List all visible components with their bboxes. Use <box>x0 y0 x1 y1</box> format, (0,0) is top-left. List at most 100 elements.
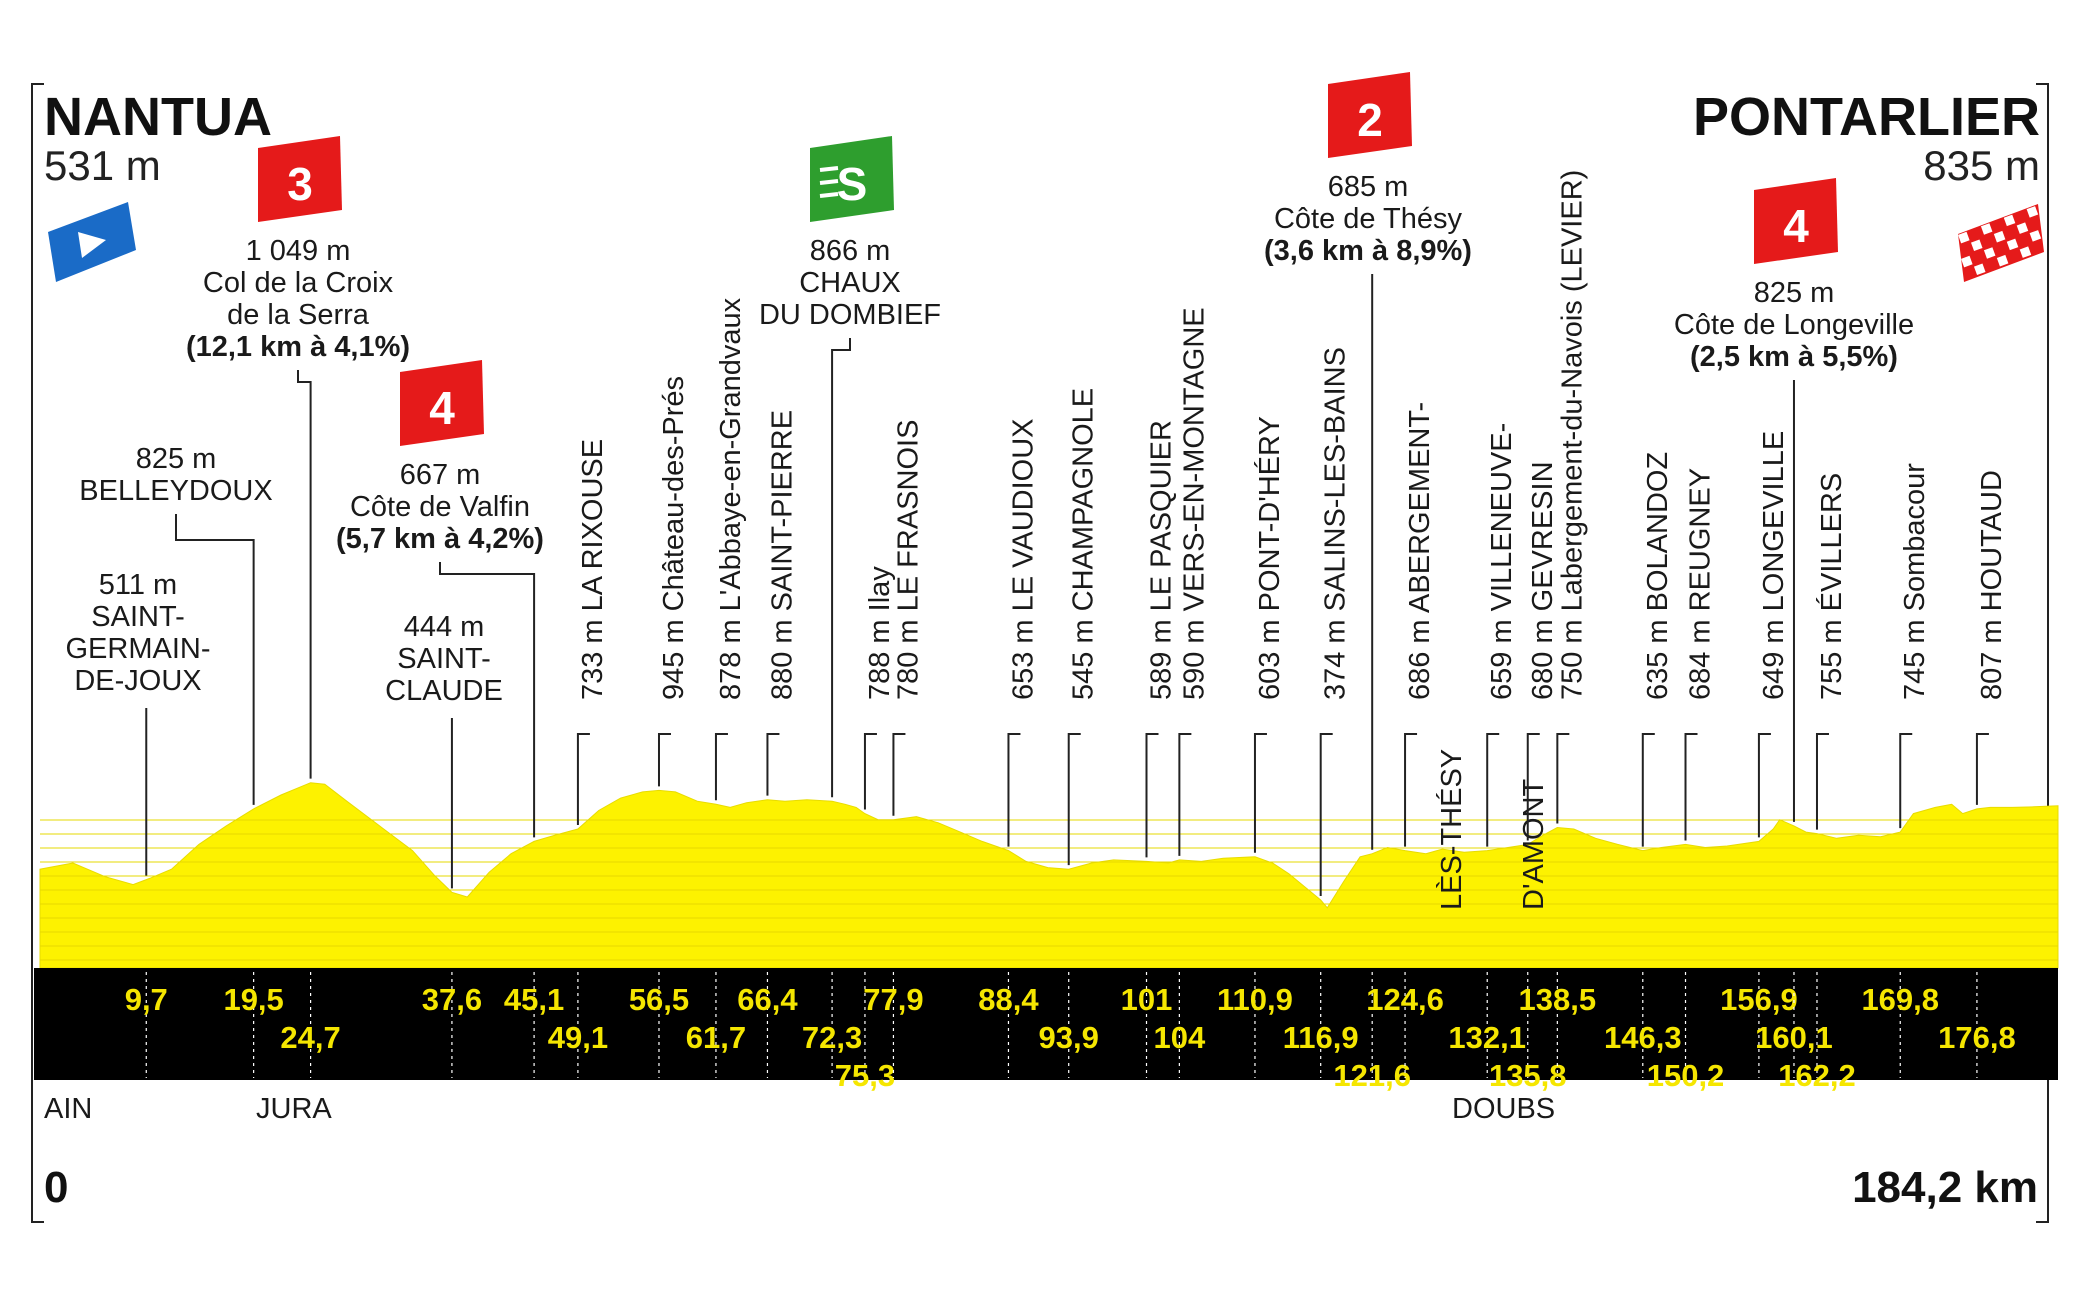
place-markers: 733 m LA RIXOUSE 945 m Château-des-Prés 87… <box>66 170 2008 910</box>
distance-start: 0 <box>44 1163 68 1212</box>
climb-label: 685 m <box>1328 171 1409 203</box>
distance-label: 61,7 <box>686 1020 746 1055</box>
region-labels: AIN JURA DOUBS <box>44 1093 1555 1125</box>
distance-label: 150,2 <box>1647 1058 1725 1093</box>
start-flag-icon <box>48 202 136 282</box>
region-label: JURA <box>256 1093 332 1125</box>
place-leader <box>1253 733 1267 853</box>
region-label: DOUBS <box>1452 1093 1555 1125</box>
distance-label: 110,9 <box>1217 982 1293 1017</box>
place-label: 750 m Labergement-du-Navois (LEVIER) <box>1556 170 1588 700</box>
place-label: 374 m SALINS-LES-BAINS <box>1320 347 1352 700</box>
distance-label: 24,7 <box>280 1020 340 1055</box>
place-label-line2: D'AMONT <box>1518 779 1550 910</box>
place-label: GERMAIN- <box>66 633 211 665</box>
place-leader <box>892 733 906 816</box>
elevation-profile <box>39 782 2059 969</box>
place-label: DE-JOUX <box>74 665 201 697</box>
finish-checker-square <box>2003 214 2016 227</box>
place-label: 589 m LE PASQUIER <box>1146 420 1178 700</box>
region-label: AIN <box>44 1093 92 1125</box>
place-label: 590 m VERS-EN-MONTAGNE <box>1178 307 1210 700</box>
climb-label: Côte de Thésy <box>1274 203 1463 235</box>
place-label: 684 m REUGNEY <box>1685 468 1717 700</box>
climb-category-label: 3 <box>287 158 313 210</box>
distance-label: 101 <box>1121 982 1173 1017</box>
distance-label: 93,9 <box>1039 1020 1099 1055</box>
place-label: CLAUDE <box>385 675 503 707</box>
place-label: 511 m <box>99 569 177 601</box>
place-leader <box>576 733 590 825</box>
climb-leader <box>439 562 536 838</box>
distance-label: 49,1 <box>548 1020 608 1055</box>
finish-checker-square <box>2006 238 2019 251</box>
climb-label: Col de la Croix <box>203 267 394 299</box>
place-leader <box>1975 733 1989 805</box>
finish-checker-square <box>1973 263 1986 276</box>
place-label: 545 m CHAMPAGNOLE <box>1068 388 1100 700</box>
distance-label: 77,9 <box>863 982 923 1017</box>
climb-label: 1 049 m <box>246 235 351 267</box>
distance-label: 160,1 <box>1755 1020 1833 1055</box>
profile-area <box>39 782 2059 969</box>
place-leader <box>1899 733 1913 829</box>
sprint-badge-label: S <box>837 158 868 210</box>
finish-checker-square <box>1970 239 1983 252</box>
distance-label: 146,3 <box>1604 1020 1682 1055</box>
finish-altitude: 835 m <box>1923 142 2040 189</box>
finish-flag-icon <box>1958 204 2044 282</box>
distance-band: 9,7 19,524,7 37,6 45,149,1 56,561,766,472,37… <box>34 968 2058 1093</box>
finish-checker-square <box>2029 230 2042 242</box>
distance-label: 19,5 <box>223 982 283 1017</box>
place-label: 686 m ABERGEMENT- <box>1404 402 1436 700</box>
place-label: 659 m VILLENEUVE- <box>1486 423 1518 700</box>
climb-stats: (5,7 km à 4,2%) <box>336 523 544 555</box>
place-label: 880 m SAINT-PIERRE <box>766 410 798 700</box>
distance-label: 66,4 <box>737 982 798 1017</box>
place-leader <box>1556 733 1570 824</box>
place-leader <box>1319 733 1333 897</box>
place-label: BELLEYDOUX <box>79 475 272 507</box>
place-leader <box>1757 733 1771 838</box>
sprint-icon-stripe <box>819 166 839 172</box>
place-leader <box>175 514 255 805</box>
distance-label: 116,9 <box>1283 1020 1359 1055</box>
distance-label: 75,3 <box>835 1058 895 1093</box>
place-leader <box>1067 733 1081 866</box>
distance-label: 176,8 <box>1938 1020 2016 1055</box>
distance-label: 162,2 <box>1778 1058 1856 1093</box>
place-leader <box>1145 733 1159 858</box>
sprint-icon-stripe <box>819 192 839 198</box>
climb-label: Côte de Valfin <box>350 491 530 523</box>
climb-label: Côte de Longeville <box>1674 309 1914 341</box>
distance-total: 184,2 km <box>1852 1163 2038 1212</box>
place-leader <box>1486 733 1500 847</box>
place-leader <box>1526 733 1540 841</box>
place-label: 444 m <box>404 611 485 643</box>
place-label: 807 m HOUTAUD <box>1976 470 2008 700</box>
finish-checker-square <box>1980 223 1993 235</box>
place-label-line2: LÈS-THÉSY <box>1435 749 1468 910</box>
place-label: SAINT- <box>91 601 184 633</box>
climb-stats: (3,6 km à 8,9%) <box>1264 235 1472 267</box>
climb-category-badge <box>258 136 342 222</box>
start-town: NANTUA <box>44 87 272 147</box>
place-leader <box>863 733 877 810</box>
place-label: 945 m Château-des-Prés <box>658 376 690 700</box>
place-label: 733 m LA RIXOUSE <box>577 439 609 700</box>
climb-category-label: 4 <box>1783 200 1809 252</box>
distance-label: 88,4 <box>978 982 1039 1017</box>
finish-checker-square <box>1958 231 1970 244</box>
distance-label: 104 <box>1154 1020 1206 1055</box>
finish-checker-square <box>1996 254 2009 267</box>
place-label: 825 m <box>136 443 217 475</box>
climb-leader <box>297 370 312 779</box>
sprint-icon-stripe <box>819 179 839 185</box>
distance-label: 138,5 <box>1519 982 1597 1017</box>
distance-label: 124,6 <box>1366 982 1444 1017</box>
distance-label: 45,1 <box>504 982 564 1017</box>
distance-label: 135,8 <box>1489 1058 1567 1093</box>
